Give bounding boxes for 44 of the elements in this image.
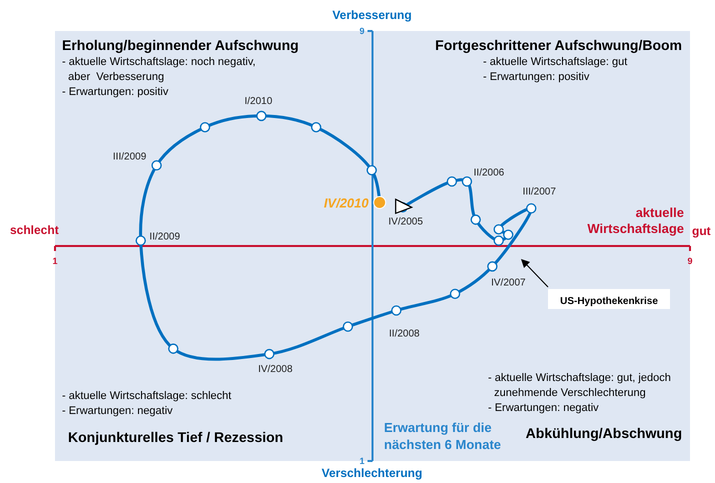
annotation: - aktuelle Wirtschaftslage: schlecht - Erwartungen: negativ (62, 390, 232, 418)
point (395, 198, 412, 214)
annotation: IV/2008 (258, 364, 293, 376)
point (503, 230, 514, 240)
text: gut (692, 224, 711, 238)
point (168, 344, 178, 354)
annotation: II/2006 (474, 168, 505, 178)
annotation: - aktuelle Wirtschaftslage: gut - Erwartungen: positiv (483, 56, 628, 84)
point (256, 110, 267, 122)
point (470, 214, 481, 225)
point (136, 235, 146, 246)
point (450, 288, 460, 299)
point (264, 348, 274, 360)
series-label: IV/2010 (324, 195, 370, 210)
point (151, 160, 162, 171)
point (446, 176, 458, 187)
annotation: III/2007 (522, 186, 556, 198)
annotation: II/2008 (389, 328, 420, 340)
x-axis-title: aktuelle Wirtschaftslage (587, 205, 684, 236)
annotation: schlecht (10, 222, 59, 237)
annotation: IV/2007 (491, 277, 526, 288)
text: Verbesserung (332, 8, 412, 22)
annotation: - aktuelle Wirtschaftslage: gut, jedoch zunehmende Verschlechterung - Erwartungen: negativ (488, 372, 671, 414)
point (494, 235, 504, 246)
annotation: Konjunkturelles Tief / Rezession (68, 429, 284, 446)
annotation: Fortgeschrittener Aufschwung/Boom (435, 37, 682, 54)
annotation: IV/2005 (388, 216, 424, 228)
text: Verschlechterung (322, 466, 422, 480)
point (200, 122, 210, 132)
annotation: Abkühlung/Abschwung (526, 425, 682, 442)
point (494, 224, 504, 234)
y-axis-title: Erwartung für die nächsten 6 Monate (384, 420, 502, 452)
annotation: III/2009 (112, 151, 147, 162)
annotation: II/2009 (149, 232, 180, 243)
point (391, 305, 402, 316)
annotation: US-Hypothekenkrise (560, 296, 658, 307)
annotation: I/2010 (244, 96, 273, 107)
annotation: Erholung/beginnender Aufschwung (62, 37, 299, 54)
point (310, 122, 322, 132)
point (342, 321, 354, 332)
point (366, 165, 377, 176)
point (462, 176, 472, 187)
point (526, 203, 536, 214)
point (487, 261, 498, 272)
